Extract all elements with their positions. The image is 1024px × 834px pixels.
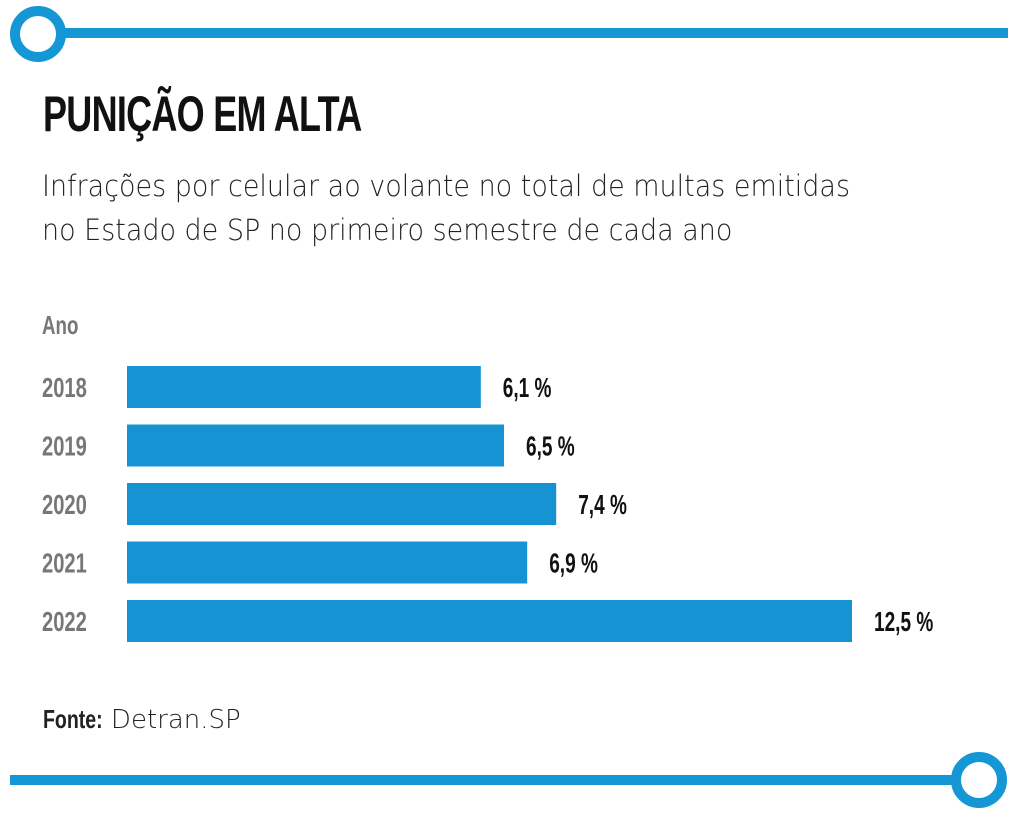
value-label-2019: 6,5 % (526, 431, 575, 463)
category-label-2018: 2018 (42, 373, 87, 404)
chart-title: PUNIÇÃO EM ALTA (43, 86, 362, 142)
top-ring-icon (10, 6, 66, 62)
value-label-2020: 7,4 % (578, 489, 627, 521)
source-value: Detran.SP (110, 705, 241, 735)
category-label-2020: 2020 (42, 490, 87, 521)
bar-2021 (127, 541, 528, 584)
subtitle-line-2: no Estado de SP no primeiro semestre de … (42, 213, 733, 247)
subtitle-line-1: Infrações por celular ao volante no tota… (42, 169, 850, 203)
bar-2020 (127, 483, 557, 525)
value-label-2021: 6,9 % (549, 548, 598, 580)
bar-2018 (127, 366, 481, 408)
value-label-2022: 12,5 % (874, 606, 933, 638)
bar-2022 (127, 600, 852, 642)
value-label-2018: 6,1 % (503, 372, 552, 404)
source-label: Fonte: (43, 704, 103, 734)
source-note: Fonte: Detran.SP (43, 704, 241, 735)
category-label-2022: 2022 (42, 607, 87, 638)
bottom-ring-icon (951, 752, 1007, 808)
category-label-2021: 2021 (42, 548, 87, 579)
bottom-rule (10, 775, 960, 785)
top-rule (60, 28, 1008, 38)
bar-2019 (127, 424, 504, 467)
y-axis-title: Ano (42, 310, 79, 340)
category-label-2019: 2019 (42, 431, 87, 462)
chart-subtitle: Infrações por celular ao volante no tota… (42, 164, 935, 252)
